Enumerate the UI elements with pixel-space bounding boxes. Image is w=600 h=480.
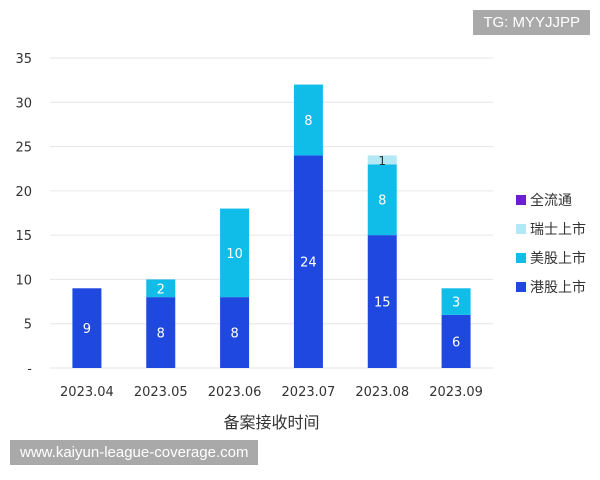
- data-label: 24: [300, 256, 317, 271]
- x-axis-label: 备案接收时间: [223, 413, 319, 432]
- y-tick-label: -: [27, 362, 32, 377]
- legend-swatch: [516, 224, 526, 234]
- bar-segment: [220, 297, 250, 368]
- x-tick-label: 2023.04: [60, 385, 114, 400]
- legend-label: 港股上市: [530, 279, 586, 296]
- y-tick-label: 10: [15, 273, 32, 288]
- y-tick-label: 5: [24, 318, 32, 333]
- data-label: 1: [378, 154, 386, 168]
- bar-segment: [146, 297, 176, 368]
- bar-segment: [293, 84, 323, 156]
- legend-swatch: [516, 253, 526, 263]
- data-label: 6: [452, 335, 460, 350]
- x-tick-label: 2023.05: [134, 385, 188, 400]
- data-label: 9: [83, 322, 91, 337]
- data-label: 10: [226, 247, 243, 262]
- y-tick-label: 20: [15, 185, 32, 200]
- bar-segment: [220, 208, 250, 298]
- y-tick-label: 25: [15, 141, 32, 156]
- legend-swatch: [516, 282, 526, 292]
- legend-label: 瑞士上市: [530, 221, 586, 238]
- y-tick-label: 35: [15, 52, 32, 67]
- data-label: 8: [230, 327, 238, 342]
- y-tick-label: 15: [15, 229, 32, 244]
- data-label: 8: [157, 327, 165, 342]
- legend-swatch: [516, 195, 526, 205]
- bar-segment: [441, 288, 471, 315]
- bar-segment: [146, 279, 176, 298]
- x-tick-label: 2023.08: [355, 385, 409, 400]
- data-label: 15: [374, 296, 391, 311]
- x-tick-label: 2023.09: [429, 385, 483, 400]
- data-label: 2: [157, 282, 165, 297]
- bar-segment: [72, 288, 102, 368]
- watermark-top: TG: MYYJJPP: [473, 10, 590, 35]
- data-label: 8: [304, 114, 312, 129]
- bar-segment: [367, 235, 397, 368]
- x-tick-label: 2023.07: [282, 385, 336, 400]
- bar-segment: [367, 164, 397, 236]
- bar-segment: [441, 314, 471, 368]
- data-label: 3: [452, 296, 460, 311]
- y-tick-label: 30: [15, 96, 32, 111]
- bar-segment: [367, 155, 397, 165]
- bar-segment: [293, 155, 323, 368]
- x-tick-label: 2023.06: [208, 385, 262, 400]
- watermark-bottom: www.kaiyun-league-coverage.com: [10, 440, 259, 465]
- legend-label: 美股上市: [530, 250, 586, 267]
- data-label: 8: [378, 194, 386, 209]
- legend-label: 全流通: [530, 192, 572, 209]
